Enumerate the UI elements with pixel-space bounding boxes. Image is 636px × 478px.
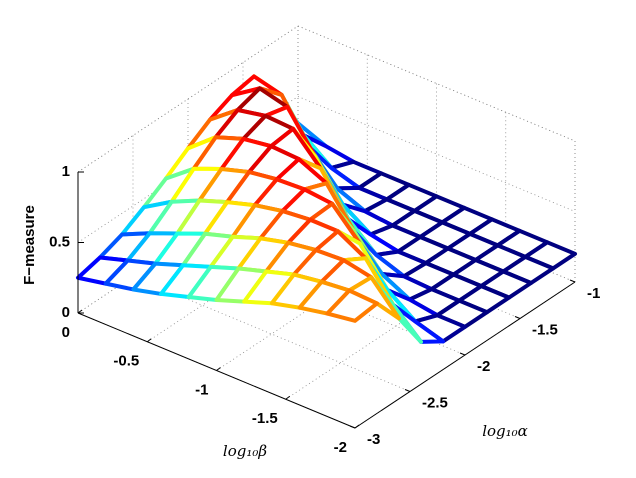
surface-layer [76,74,577,344]
x-tick-label: -0.5 [113,353,139,370]
tick-mark [354,424,360,429]
y-tick-label: -1.5 [532,321,558,338]
axes-layer: 0 0.5 1 0 -0.5 -1 -1.5 -2 -3 -2.5 -2 -1.5 -1 [49,163,600,456]
x-tick-label: 0 [62,324,70,341]
axis-line [77,25,299,173]
tick-mark [146,338,152,343]
y-tick-label: -3 [367,431,380,448]
y-tick-label: -2.5 [422,394,448,411]
tick-mark [569,279,576,283]
tick-mark [216,367,221,371]
x-tick-label: -1 [195,381,208,398]
z-axis-label: F−measure [21,205,38,285]
y-axis-label: log₁₀α [482,422,528,440]
z-tick-label: 0 [62,304,70,321]
tick-mark [77,309,83,314]
mesh-cell [325,288,379,323]
z-tick-label: 0.5 [49,233,70,250]
z-tick-label: 1 [62,163,70,180]
x-tick-label: -2 [334,439,347,456]
tick-mark [349,425,356,429]
tick-mark [285,395,291,400]
tick-mark [404,389,411,392]
x-tick-label: -1.5 [252,410,278,427]
y-tick-label: -1 [587,285,600,302]
tick-mark [459,352,466,356]
y-tick-label: -2 [477,358,490,375]
tick-mark [514,316,521,319]
x-axis-label: log₁₀β [223,442,267,460]
